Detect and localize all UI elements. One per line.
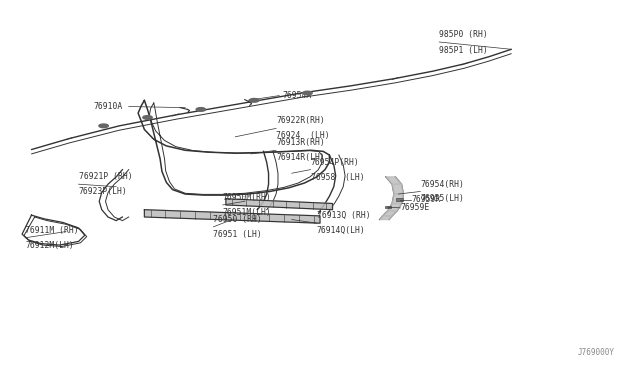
Ellipse shape [99, 124, 108, 128]
Text: 76954A: 76954A [282, 91, 312, 100]
Polygon shape [383, 211, 397, 216]
Text: 985P1 (LH): 985P1 (LH) [439, 46, 488, 55]
Polygon shape [380, 216, 392, 219]
Text: 76922R(RH): 76922R(RH) [276, 116, 325, 125]
Text: 76959R: 76959R [411, 195, 440, 204]
Text: 76950 (RH): 76950 (RH) [213, 215, 262, 224]
Text: 76913R(RH): 76913R(RH) [276, 138, 325, 147]
Polygon shape [145, 210, 320, 223]
Text: 76913Q (RH): 76913Q (RH) [317, 211, 371, 220]
Text: 76914Q(LH): 76914Q(LH) [317, 226, 365, 235]
Text: 76958  (LH): 76958 (LH) [310, 173, 364, 182]
Text: 76959E: 76959E [400, 203, 429, 212]
Ellipse shape [143, 116, 152, 119]
Text: 76914R(LH): 76914R(LH) [276, 153, 325, 162]
Text: 76951M(LH): 76951M(LH) [223, 208, 271, 217]
Text: J769000Y: J769000Y [578, 348, 615, 357]
Text: 76954P(RH): 76954P(RH) [310, 158, 359, 167]
Polygon shape [392, 194, 403, 203]
FancyBboxPatch shape [396, 198, 403, 201]
Ellipse shape [303, 91, 312, 95]
Text: 76954(RH): 76954(RH) [420, 180, 464, 189]
FancyBboxPatch shape [385, 206, 391, 208]
Text: 76910A: 76910A [93, 102, 122, 111]
Text: 985P0 (RH): 985P0 (RH) [439, 30, 488, 39]
Polygon shape [226, 199, 333, 210]
Text: 76924  (LH): 76924 (LH) [276, 131, 330, 140]
Ellipse shape [250, 99, 259, 102]
Polygon shape [388, 203, 401, 211]
Text: 76951 (LH): 76951 (LH) [213, 230, 262, 239]
Text: 76912M(LH): 76912M(LH) [25, 241, 74, 250]
Text: 76921P (RH): 76921P (RH) [79, 172, 132, 181]
Polygon shape [386, 177, 401, 184]
Text: 76950M(RH): 76950M(RH) [223, 193, 271, 202]
Text: 76955(LH): 76955(LH) [420, 195, 464, 203]
Polygon shape [392, 184, 403, 194]
Text: 76911M (RH): 76911M (RH) [25, 226, 79, 235]
Text: 76923P(LH): 76923P(LH) [79, 187, 127, 196]
Ellipse shape [196, 108, 205, 111]
